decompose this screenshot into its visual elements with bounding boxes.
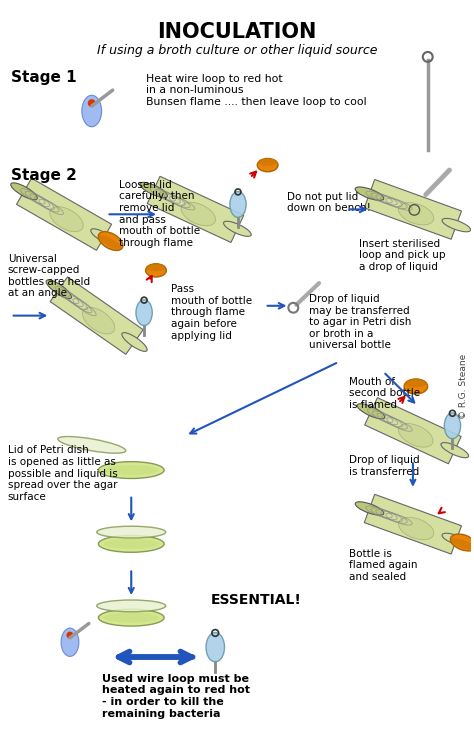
Ellipse shape xyxy=(399,424,433,447)
Ellipse shape xyxy=(399,518,434,539)
Ellipse shape xyxy=(181,202,216,225)
Ellipse shape xyxy=(451,538,474,550)
Ellipse shape xyxy=(99,235,121,250)
Text: Universal
screw-capped
bottles are held
at an angle: Universal screw-capped bottles are held … xyxy=(8,254,90,299)
Ellipse shape xyxy=(136,300,152,326)
Ellipse shape xyxy=(441,443,469,458)
Ellipse shape xyxy=(146,264,166,277)
Circle shape xyxy=(88,100,96,107)
Ellipse shape xyxy=(405,379,427,387)
Ellipse shape xyxy=(450,534,474,551)
Ellipse shape xyxy=(442,533,471,547)
Ellipse shape xyxy=(99,462,164,479)
Ellipse shape xyxy=(103,613,159,623)
Ellipse shape xyxy=(206,632,225,662)
Ellipse shape xyxy=(97,526,166,538)
Text: © R.G. Steane: © R.G. Steane xyxy=(459,354,468,419)
Ellipse shape xyxy=(258,158,277,166)
Ellipse shape xyxy=(355,187,384,201)
Circle shape xyxy=(66,632,73,639)
Ellipse shape xyxy=(140,182,167,198)
Text: INOCULATION: INOCULATION xyxy=(157,23,317,42)
Ellipse shape xyxy=(46,280,72,299)
Ellipse shape xyxy=(98,231,123,250)
Ellipse shape xyxy=(11,183,37,200)
Ellipse shape xyxy=(99,536,164,552)
Ellipse shape xyxy=(355,502,384,515)
Text: ESSENTIAL!: ESSENTIAL! xyxy=(210,593,301,607)
Ellipse shape xyxy=(61,628,79,657)
Text: Mouth of
second bottle
is flamed: Mouth of second bottle is flamed xyxy=(349,377,420,410)
Text: Lid of Petri dish
is opened as little as
possible and liquid is
spread over the : Lid of Petri dish is opened as little as… xyxy=(8,446,118,502)
Polygon shape xyxy=(365,494,462,554)
Ellipse shape xyxy=(103,465,159,475)
Ellipse shape xyxy=(122,332,147,351)
Ellipse shape xyxy=(257,158,278,172)
Ellipse shape xyxy=(97,600,166,612)
Text: Heat wire loop to red hot
in a non-luminous
Bunsen flame .... then leave loop to: Heat wire loop to red hot in a non-lumin… xyxy=(146,74,367,107)
Polygon shape xyxy=(365,397,461,464)
Text: Pass
mouth of bottle
through flame
again before
applying lid: Pass mouth of bottle through flame again… xyxy=(171,284,252,340)
Text: Drop of liquid
may be transferred
to agar in Petri dish
or broth in a
universal : Drop of liquid may be transferred to aga… xyxy=(309,294,411,351)
Ellipse shape xyxy=(82,95,101,127)
Text: If using a broth culture or other liquid source: If using a broth culture or other liquid… xyxy=(97,44,377,57)
Polygon shape xyxy=(365,179,462,239)
Ellipse shape xyxy=(444,413,461,438)
Ellipse shape xyxy=(91,229,118,246)
Ellipse shape xyxy=(58,436,126,453)
Ellipse shape xyxy=(404,379,428,394)
Ellipse shape xyxy=(357,404,385,419)
Text: Stage 1: Stage 1 xyxy=(11,70,76,85)
Text: Drop of liquid
is transferred: Drop of liquid is transferred xyxy=(349,455,419,477)
Text: Bottle is
flamed again
and sealed: Bottle is flamed again and sealed xyxy=(349,549,417,582)
Ellipse shape xyxy=(50,206,83,231)
Text: Stage 2: Stage 2 xyxy=(11,168,77,183)
Ellipse shape xyxy=(224,221,251,236)
Text: Insert sterilised
loop and pick up
a drop of liquid: Insert sterilised loop and pick up a dro… xyxy=(358,239,445,272)
Ellipse shape xyxy=(146,264,165,271)
Polygon shape xyxy=(147,176,244,242)
Text: Loosen lid
carefully, then
remove lid
and pass
mouth of bottle
through flame: Loosen lid carefully, then remove lid an… xyxy=(119,180,201,248)
Ellipse shape xyxy=(442,218,471,232)
Polygon shape xyxy=(50,277,143,354)
Ellipse shape xyxy=(82,307,115,334)
Ellipse shape xyxy=(399,203,434,225)
Text: Do not put lid
down on bench!: Do not put lid down on bench! xyxy=(287,192,371,213)
Ellipse shape xyxy=(103,539,159,549)
Text: Used wire loop must be
heated again to red hot
- in order to kill the
remaining : Used wire loop must be heated again to r… xyxy=(101,673,250,719)
Polygon shape xyxy=(17,179,111,250)
Ellipse shape xyxy=(99,609,164,626)
Ellipse shape xyxy=(230,192,246,217)
